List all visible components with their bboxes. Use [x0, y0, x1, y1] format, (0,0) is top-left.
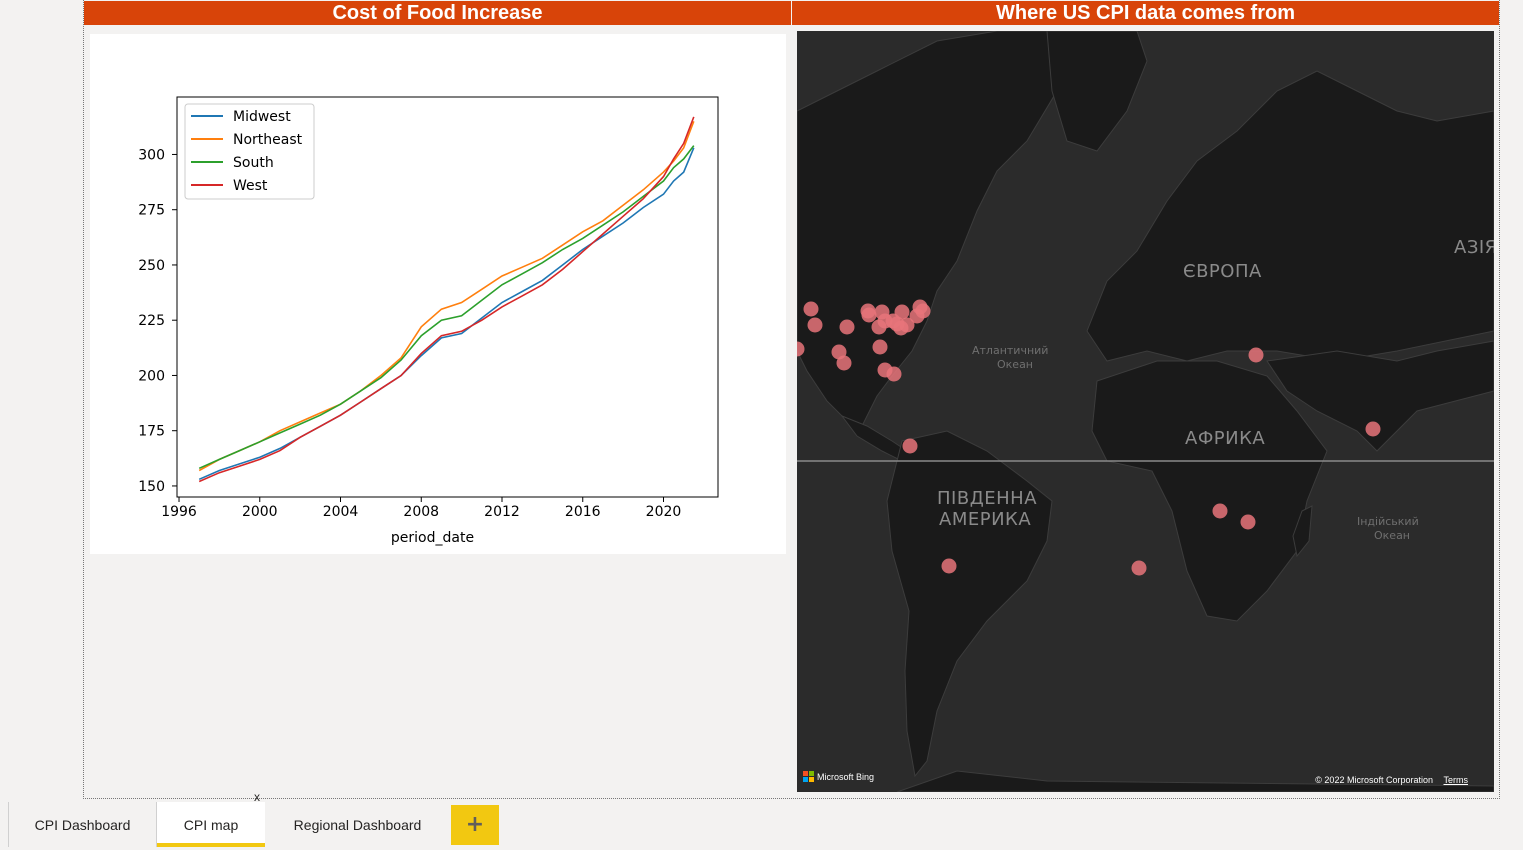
cpi-map-visual[interactable]: ЄВРОПА АЗІЯ АФРИКА ПІВДЕННА АМЕРИКА Атла…: [797, 31, 1494, 792]
legend-label-south: South: [233, 155, 274, 171]
food-cost-chart-visual[interactable]: 1996 2000 2004 2008 2012 2016 2020 150 175 200 225…: [90, 34, 786, 554]
map-label-south-america-2: АМЕРИКА: [939, 509, 1032, 530]
tab-regional-dashboard[interactable]: Regional Dashboard: [293, 817, 422, 833]
cpi-map-header: Where US CPI data comes from: [792, 1, 1499, 25]
cpi-location-marker[interactable]: [894, 304, 910, 320]
terms-link[interactable]: Terms: [1443, 775, 1469, 785]
cpi-location-marker[interactable]: [1365, 421, 1381, 437]
map-label-africa: АФРИКА: [1185, 428, 1266, 449]
x-axis-label: period_date: [391, 530, 474, 546]
world-map: [797, 31, 1494, 792]
y-tick-label: 175: [138, 424, 165, 440]
map-label-asia: АЗІЯ: [1454, 237, 1494, 258]
greenland-land: [1046, 31, 1148, 152]
legend-label-west: West: [233, 178, 268, 194]
cpi-location-markers: [797, 299, 1381, 576]
food-cost-header: Cost of Food Increase: [84, 1, 791, 25]
arabia-india-land: [1266, 340, 1494, 452]
x-tick-label: 2012: [484, 504, 520, 520]
plot-frame: [176, 96, 719, 498]
tab-cpi-dashboard[interactable]: CPI Dashboard: [8, 802, 157, 847]
cpi-location-marker[interactable]: [861, 307, 877, 323]
map-label-indian-1: Індійський: [1357, 515, 1419, 528]
map-label-south-america-1: ПІВДЕННА: [937, 488, 1038, 509]
map-label-atlantic-1: Атлантичний: [972, 344, 1049, 357]
cpi-location-marker[interactable]: [941, 558, 957, 574]
central-america-land: [840, 414, 908, 462]
copyright-text: © 2022 Microsoft Corporation: [1315, 775, 1433, 785]
microsoft-logo-icon: [803, 771, 814, 782]
cpi-location-marker[interactable]: [1240, 514, 1256, 530]
add-page-button[interactable]: +: [451, 805, 499, 845]
series-line-northeast: [198, 121, 695, 472]
cpi-location-marker[interactable]: [1131, 560, 1147, 576]
close-tab-icon[interactable]: x: [254, 790, 260, 804]
cpi-location-marker[interactable]: [871, 319, 887, 335]
europe-land: [1086, 70, 1494, 362]
cpi-location-marker[interactable]: [803, 301, 819, 317]
antarctica-land: [896, 770, 1494, 792]
legend-label-northeast: Northeast: [233, 132, 303, 148]
y-tick-label: 275: [138, 203, 165, 219]
cpi-location-marker[interactable]: [1248, 347, 1264, 363]
legend-label-midwest: Midwest: [233, 109, 291, 125]
madagascar-land: [1292, 505, 1313, 558]
bing-logo-text: Microsoft Bing: [817, 771, 875, 782]
map-label-indian-2: Океан: [1374, 529, 1411, 542]
cpi-location-marker[interactable]: [1212, 503, 1228, 519]
x-tick-label: 2000: [242, 504, 278, 520]
tab-cpi-map-label: CPI map: [183, 817, 239, 833]
map-copyright: © 2022 Microsoft Corporation Terms: [1315, 775, 1468, 785]
series-line-south: [198, 145, 695, 470]
series-line-west: [198, 116, 695, 483]
cpi-location-marker[interactable]: [807, 317, 823, 333]
line-chart: 1996 2000 2004 2008 2012 2016 2020 150 175 200 225…: [138, 96, 719, 546]
africa-land: [1091, 360, 1328, 622]
y-tick-label: 200: [138, 368, 165, 384]
map-label-europe: ЄВРОПА: [1183, 261, 1262, 282]
cpi-location-marker[interactable]: [886, 366, 902, 382]
x-tick-label: 2016: [565, 504, 601, 520]
south-america-land: [886, 430, 1053, 778]
cpi-location-marker[interactable]: [902, 438, 918, 454]
chart-legend: [184, 103, 315, 200]
y-tick-label: 225: [138, 313, 165, 329]
tab-cpi-map[interactable]: CPI map x: [157, 790, 265, 847]
page-tab-bar: CPI Dashboard CPI map x Regional Dashboa…: [0, 790, 1523, 850]
x-tick-label: 2004: [323, 504, 359, 520]
y-tick-label: 150: [138, 479, 165, 495]
map-label-atlantic-2: Океан: [997, 358, 1034, 371]
x-tick-label: 1996: [161, 504, 197, 520]
y-tick-label: 300: [138, 147, 165, 163]
series-line-midwest: [198, 147, 695, 481]
cpi-location-marker[interactable]: [836, 355, 852, 371]
y-tick-label: 250: [138, 258, 165, 274]
cpi-location-marker[interactable]: [797, 341, 805, 357]
cpi-location-marker[interactable]: [839, 319, 855, 335]
cpi-location-marker[interactable]: [893, 320, 909, 336]
land-masses: [797, 31, 1494, 792]
bing-logo: Microsoft Bing: [803, 771, 874, 782]
x-tick-label: 2008: [403, 504, 439, 520]
cpi-location-marker[interactable]: [915, 303, 931, 319]
x-tick-label: 2020: [646, 504, 682, 520]
cpi-location-marker[interactable]: [872, 339, 888, 355]
